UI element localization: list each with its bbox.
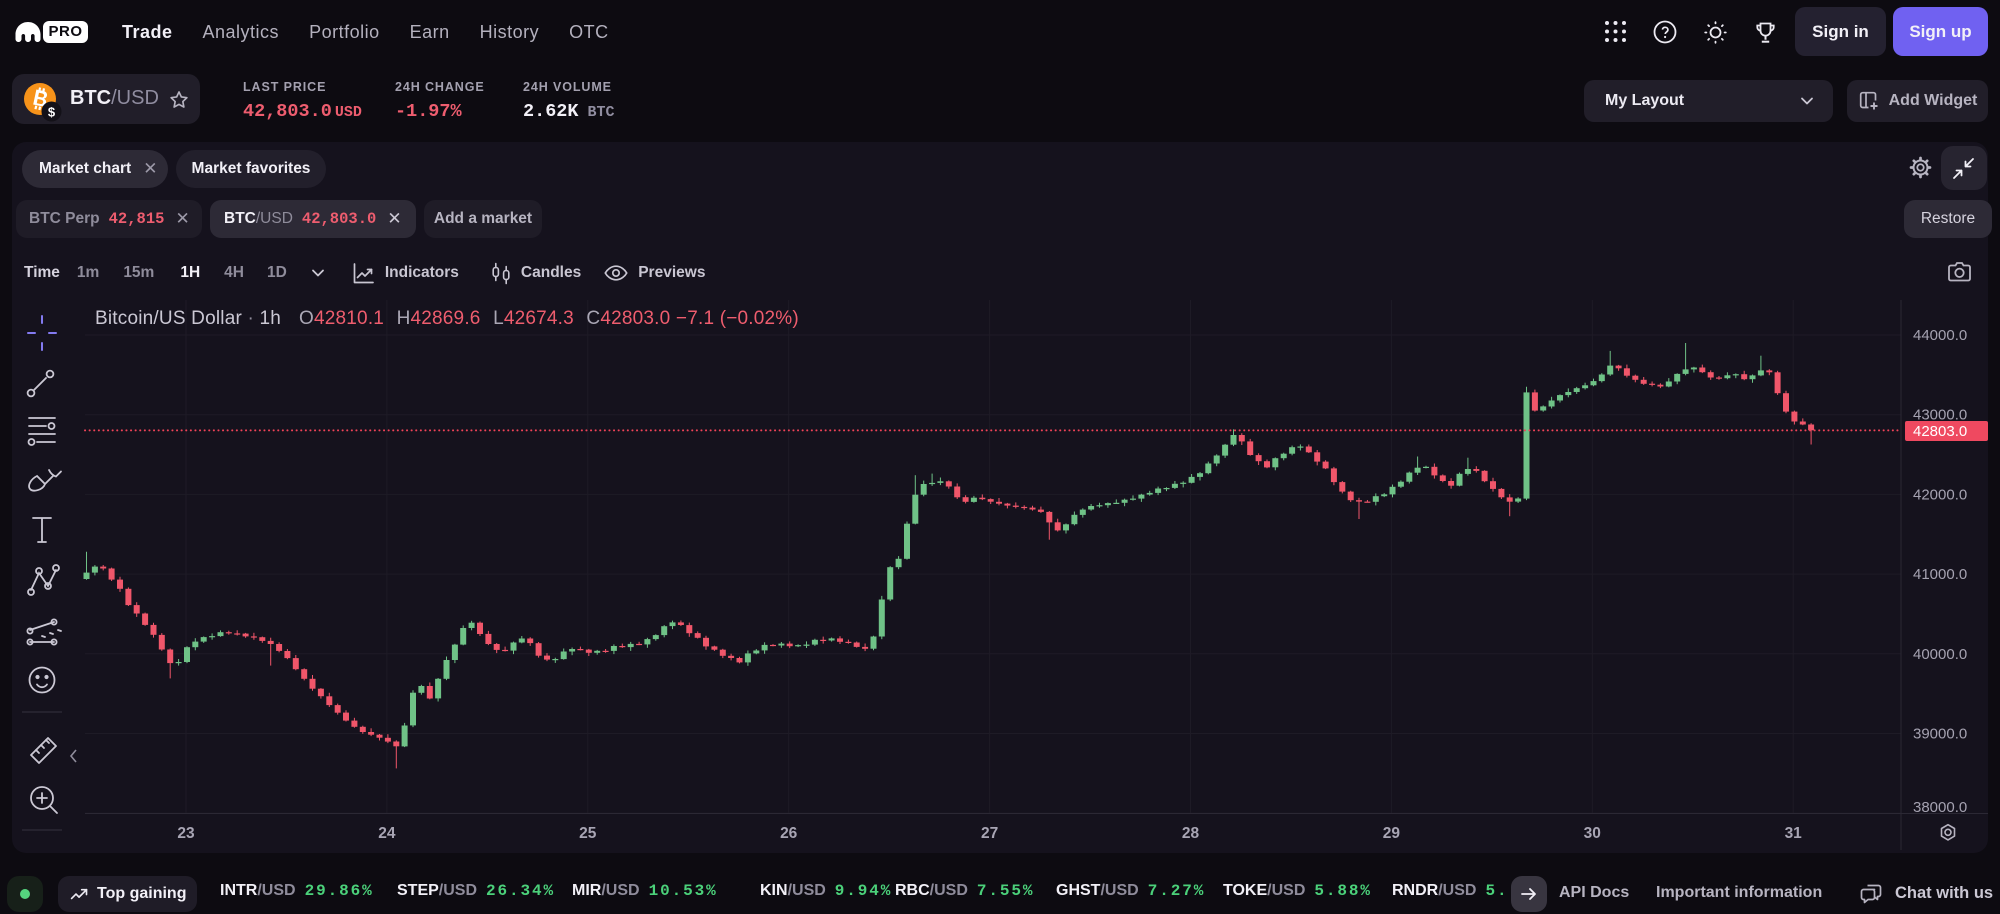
svg-text:44000.0: 44000.0	[1913, 327, 1967, 344]
svg-text:42000.0: 42000.0	[1913, 486, 1967, 503]
svg-text:24: 24	[378, 825, 396, 842]
svg-text:42803.0: 42803.0	[1913, 423, 1967, 440]
svg-text:23: 23	[177, 825, 195, 842]
svg-text:25: 25	[579, 825, 597, 842]
svg-text:40000.0: 40000.0	[1913, 646, 1967, 663]
svg-text:41000.0: 41000.0	[1913, 566, 1967, 583]
svg-text:38000.0: 38000.0	[1913, 799, 1967, 816]
svg-text:43000.0: 43000.0	[1913, 407, 1967, 424]
svg-text:31: 31	[1785, 825, 1803, 842]
svg-text:26: 26	[780, 825, 798, 842]
svg-text:28: 28	[1182, 825, 1200, 842]
svg-text:29: 29	[1383, 825, 1401, 842]
svg-text:27: 27	[981, 825, 998, 842]
svg-text:39000.0: 39000.0	[1913, 726, 1967, 743]
svg-text:$: $	[48, 105, 56, 120]
svg-text:30: 30	[1584, 825, 1601, 842]
